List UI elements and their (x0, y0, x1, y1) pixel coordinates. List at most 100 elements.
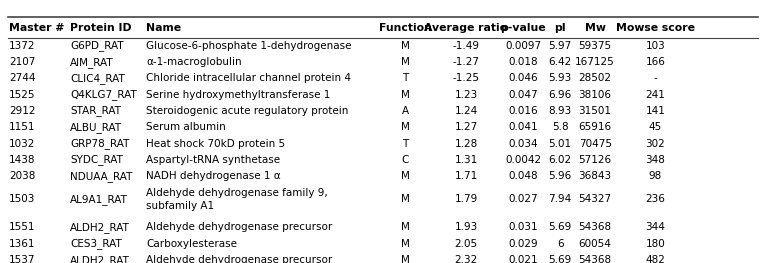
Text: NADH dehydrogenase 1 α: NADH dehydrogenase 1 α (146, 171, 281, 181)
Text: 0.021: 0.021 (508, 255, 538, 263)
Text: M: M (401, 122, 409, 132)
Text: 0.0042: 0.0042 (505, 155, 541, 165)
Text: 1438: 1438 (9, 155, 36, 165)
Text: C: C (402, 155, 408, 165)
Text: 54327: 54327 (578, 194, 612, 205)
Text: 302: 302 (645, 139, 665, 149)
Text: 57126: 57126 (578, 155, 612, 165)
Text: 0.041: 0.041 (508, 122, 538, 132)
Text: Steroidogenic acute regulatory protein: Steroidogenic acute regulatory protein (146, 106, 349, 116)
Text: 70475: 70475 (578, 139, 612, 149)
Text: STAR_RAT: STAR_RAT (70, 105, 121, 117)
Text: -1.25: -1.25 (453, 73, 479, 83)
Text: 103: 103 (645, 41, 665, 51)
Text: A: A (402, 106, 408, 116)
Text: Average ratio: Average ratio (424, 23, 507, 33)
Text: M: M (401, 41, 409, 51)
Text: 0.027: 0.027 (508, 194, 538, 205)
Text: 2912: 2912 (9, 106, 36, 116)
Text: G6PD_RAT: G6PD_RAT (70, 40, 123, 51)
Text: 2744: 2744 (9, 73, 36, 83)
Text: M: M (401, 90, 409, 100)
Text: M: M (401, 57, 409, 67)
Text: 45: 45 (648, 122, 662, 132)
Text: 54368: 54368 (578, 222, 612, 232)
Text: 1372: 1372 (9, 41, 36, 51)
Text: 2.32: 2.32 (454, 255, 478, 263)
Text: Q4KLG7_RAT: Q4KLG7_RAT (70, 89, 137, 100)
Text: 1.31: 1.31 (454, 155, 478, 165)
Text: 31501: 31501 (578, 106, 612, 116)
Text: AL9A1_RAT: AL9A1_RAT (70, 194, 128, 205)
Text: 0.016: 0.016 (508, 106, 538, 116)
Text: 1.24: 1.24 (454, 106, 478, 116)
Text: 2.05: 2.05 (454, 239, 478, 249)
Text: 6.96: 6.96 (549, 90, 572, 100)
Text: 6.02: 6.02 (549, 155, 572, 165)
Text: 98: 98 (648, 171, 662, 181)
Text: 38106: 38106 (578, 90, 612, 100)
Text: 1151: 1151 (9, 122, 36, 132)
Text: Carboxylesterase: Carboxylesterase (146, 239, 237, 249)
Text: NDUAA_RAT: NDUAA_RAT (70, 171, 133, 182)
Text: ALBU_RAT: ALBU_RAT (70, 122, 122, 133)
Text: Serine hydroxymethyltransferase 1: Serine hydroxymethyltransferase 1 (146, 90, 331, 100)
Text: Mowse score: Mowse score (616, 23, 695, 33)
Text: p-value: p-value (501, 23, 546, 33)
Text: 7.94: 7.94 (549, 194, 572, 205)
Text: Heat shock 70kD protein 5: Heat shock 70kD protein 5 (146, 139, 286, 149)
Text: 5.93: 5.93 (549, 73, 572, 83)
Text: Mw: Mw (584, 23, 606, 33)
Text: 1503: 1503 (9, 194, 36, 205)
Text: M: M (401, 171, 409, 181)
Text: M: M (401, 222, 409, 232)
Text: Glucose-6-phosphate 1-dehydrogenase: Glucose-6-phosphate 1-dehydrogenase (146, 41, 352, 51)
Text: 0.029: 0.029 (508, 239, 538, 249)
Text: T: T (402, 139, 408, 149)
Text: 0.046: 0.046 (508, 73, 538, 83)
Text: 1361: 1361 (9, 239, 36, 249)
Text: 0.048: 0.048 (508, 171, 538, 181)
Text: 1.93: 1.93 (454, 222, 478, 232)
Text: 5.8: 5.8 (552, 122, 568, 132)
Text: 1032: 1032 (9, 139, 36, 149)
Text: Aldehyde dehydrogenase precursor: Aldehyde dehydrogenase precursor (146, 222, 332, 232)
Text: 6: 6 (557, 239, 563, 249)
Text: -1.49: -1.49 (453, 41, 479, 51)
Text: 36843: 36843 (578, 171, 612, 181)
Text: 1.71: 1.71 (454, 171, 478, 181)
Text: subfamily A1: subfamily A1 (146, 200, 214, 211)
Text: 5.97: 5.97 (549, 41, 572, 51)
Text: 0.018: 0.018 (508, 57, 538, 67)
Text: pI: pI (554, 23, 566, 33)
Text: 1551: 1551 (9, 222, 36, 232)
Text: Aspartyl-tRNA synthetase: Aspartyl-tRNA synthetase (146, 155, 280, 165)
Text: 141: 141 (645, 106, 665, 116)
Text: 1.23: 1.23 (454, 90, 478, 100)
Text: 28502: 28502 (578, 73, 612, 83)
Text: CLIC4_RAT: CLIC4_RAT (70, 73, 125, 84)
Text: 54368: 54368 (578, 255, 612, 263)
Text: -1.27: -1.27 (453, 57, 479, 67)
Text: Master #: Master # (9, 23, 65, 33)
Text: 241: 241 (645, 90, 665, 100)
Text: 167125: 167125 (575, 57, 615, 67)
Text: 8.93: 8.93 (549, 106, 572, 116)
Text: -: - (654, 73, 657, 83)
Text: 1.28: 1.28 (454, 139, 478, 149)
Text: 59375: 59375 (578, 41, 612, 51)
Text: 6.42: 6.42 (549, 57, 572, 67)
Text: 236: 236 (645, 194, 665, 205)
Text: 1537: 1537 (9, 255, 36, 263)
Text: 1.79: 1.79 (454, 194, 478, 205)
Text: Function: Function (379, 23, 431, 33)
Text: 0.031: 0.031 (508, 222, 538, 232)
Text: 2107: 2107 (9, 57, 36, 67)
Text: 1.27: 1.27 (454, 122, 478, 132)
Text: M: M (401, 239, 409, 249)
Text: 5.69: 5.69 (549, 222, 572, 232)
Text: 482: 482 (645, 255, 665, 263)
Text: SYDC_RAT: SYDC_RAT (70, 154, 123, 165)
Text: 5.69: 5.69 (549, 255, 572, 263)
Text: α-1-macroglobulin: α-1-macroglobulin (146, 57, 242, 67)
